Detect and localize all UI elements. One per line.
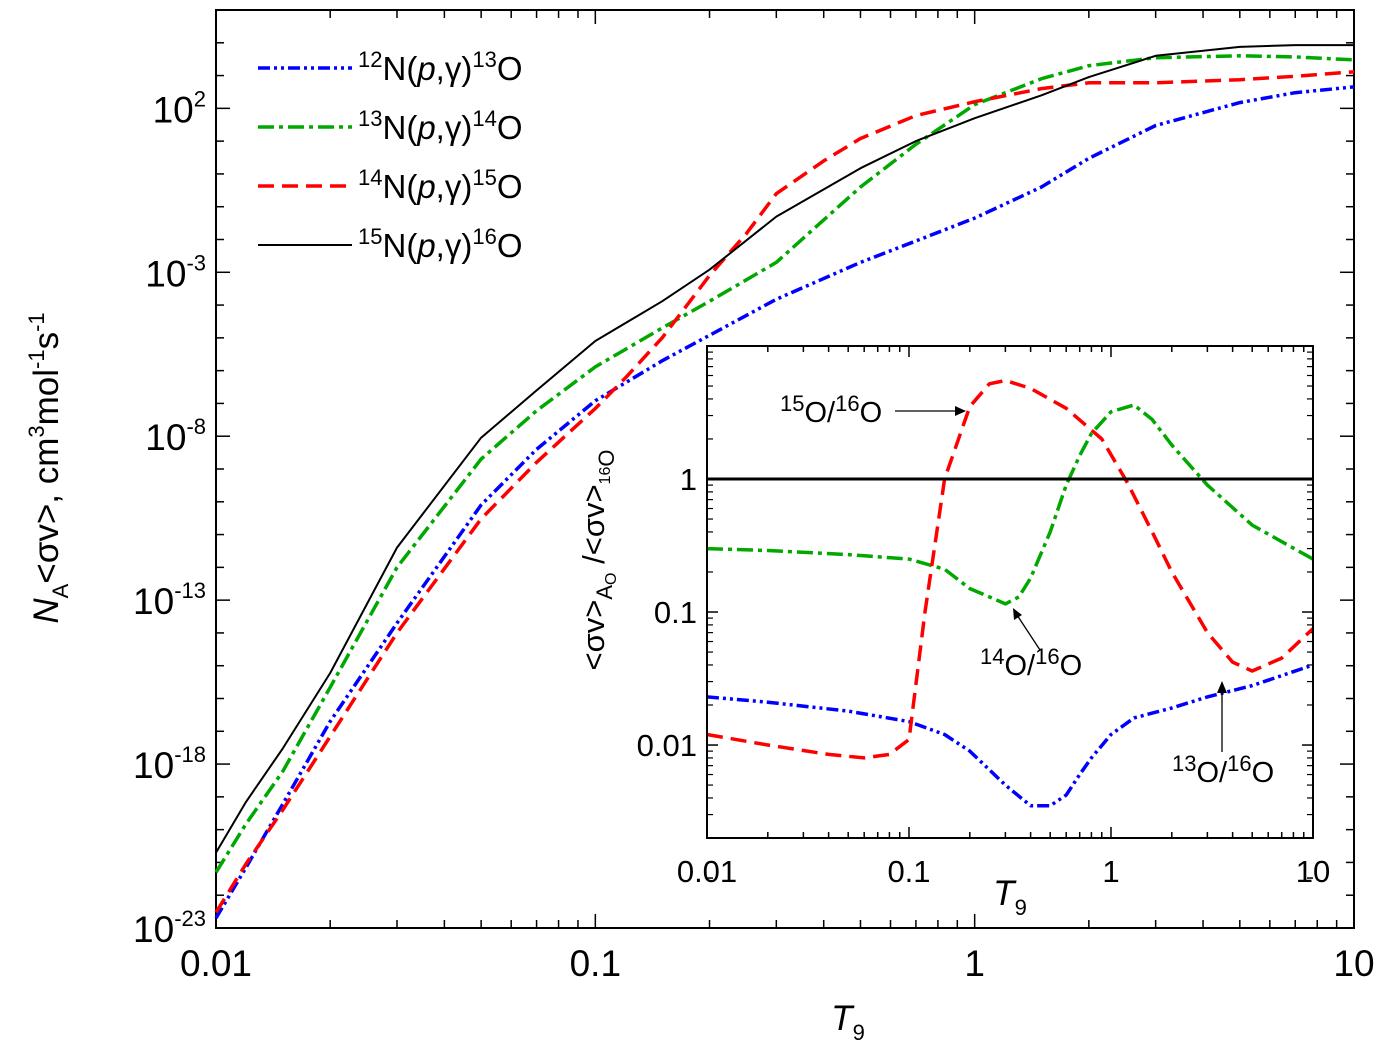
legend-label-14N: 14N(p,γ)15O (358, 165, 523, 205)
inset-y-tick-label: 0.01 (637, 728, 697, 763)
main-x-axis-title: T9 (831, 999, 865, 1045)
inset-series-line-15o-16o (706, 378, 1315, 760)
inset-x-axis-title: T9 (993, 874, 1027, 920)
main-series-line-12n-p-13o (214, 85, 1355, 919)
inset-plot-frame (706, 345, 1314, 839)
main-x-tick-label: 10 (1333, 943, 1374, 984)
main-y-axis-title: NA<σv>, cm3mol-1s-1 (24, 312, 73, 623)
legend-label-12N: 12N(p,γ)13O (358, 47, 523, 87)
main-axis-ticks: 0.01 0.1 1 10 10-23 10-18 10-13 10-8 10-3 102 (133, 10, 1375, 984)
svg-text:15O/16O: 15O/16O (780, 391, 882, 429)
inset-series-group (706, 378, 1315, 808)
legend-label-13N: 13N(p,γ)14O (358, 106, 523, 146)
annotation-14O-16O: 14O/16O (980, 608, 1082, 682)
main-series-line-14n-p-15o (214, 70, 1355, 914)
main-y-tick-label: 10-23 (133, 906, 206, 950)
inset-x-tick-label: 0.1 (887, 854, 930, 889)
main-y-tick-label: 10-18 (133, 742, 206, 786)
annotation-13O-16O: 13O/16O (1172, 681, 1274, 789)
inset-series-line-14o-16o (706, 403, 1314, 606)
inset-background (707, 346, 1313, 838)
main-series-line-13n-p-14o (214, 54, 1355, 874)
inset-y-axis-title: <σv>AO /<σv>16O (576, 450, 620, 671)
inset-y-tick-label: 1 (680, 462, 697, 497)
main-x-tick-label: 1 (964, 943, 985, 984)
annotation-15O-16O: 15O/16O (780, 391, 966, 429)
svg-text:13O/16O: 13O/16O (1172, 751, 1274, 789)
main-y-tick-label: 10-13 (133, 578, 206, 622)
main-x-tick-label: 0.1 (570, 943, 621, 984)
main-y-tick-label: 10-3 (145, 250, 206, 294)
main-series-group (214, 44, 1355, 919)
main-series-line-15n-p-16o (215, 44, 1354, 854)
inset-y-tick-label: 0.1 (654, 595, 697, 630)
legend-label-15N: 15N(p,γ)16O (358, 224, 523, 264)
inset-series-line-13o-16o (706, 663, 1314, 808)
main-y-tick-label: 102 (153, 86, 206, 130)
inset-x-tick-label: 1 (1102, 854, 1119, 889)
inset-x-tick-label: 10 (1296, 854, 1330, 889)
main-y-tick-label: 10-8 (145, 414, 206, 458)
legend: 12N(p,γ)13O 13N(p,γ)14O 14N(p,γ)15O 15N(… (258, 47, 523, 264)
inset-x-tick-label: 0.01 (677, 854, 737, 889)
main-x-tick-label: 0.01 (180, 943, 252, 984)
